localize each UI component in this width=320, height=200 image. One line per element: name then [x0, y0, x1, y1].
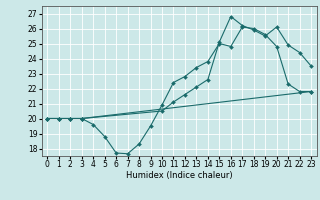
X-axis label: Humidex (Indice chaleur): Humidex (Indice chaleur)	[126, 171, 233, 180]
